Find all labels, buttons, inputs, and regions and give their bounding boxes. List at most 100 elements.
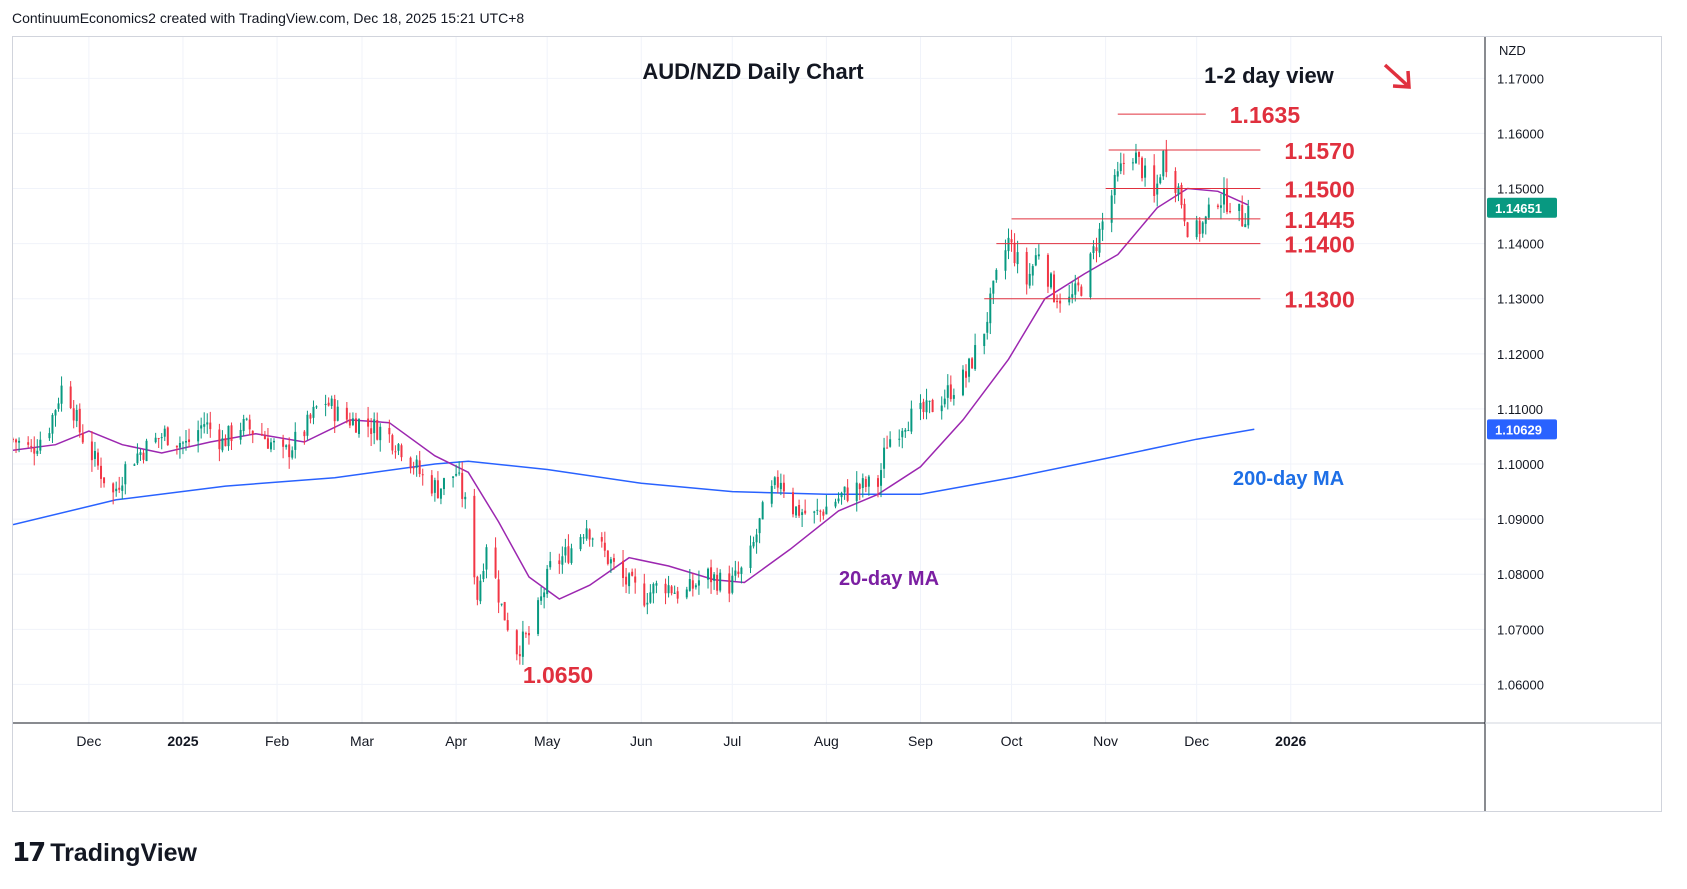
- candle-up: [861, 478, 864, 488]
- candle-down: [230, 425, 233, 442]
- candle-down: [409, 457, 412, 469]
- candle-up: [1222, 188, 1225, 205]
- candle-down: [15, 439, 18, 443]
- candle-up: [197, 430, 200, 442]
- x-tick-label: Mar: [350, 733, 374, 749]
- candle-down: [728, 573, 731, 594]
- candle-up: [843, 486, 846, 493]
- candle-up: [1159, 177, 1162, 184]
- candle-down: [142, 452, 145, 460]
- candle-up: [306, 414, 309, 436]
- candle-down: [567, 546, 570, 563]
- y-tick-label: 1.06000: [1497, 677, 1544, 692]
- candle-up: [974, 345, 977, 370]
- candle-down: [676, 591, 679, 599]
- candle-down: [30, 445, 33, 447]
- candle-down: [497, 579, 500, 603]
- candle-up: [36, 450, 39, 454]
- candle-up: [992, 280, 995, 294]
- candle-up: [115, 488, 118, 492]
- candle-up: [731, 575, 734, 593]
- candle-up: [415, 459, 418, 468]
- candle-down: [166, 427, 169, 446]
- candle-up: [1028, 273, 1031, 286]
- candle-down: [931, 399, 934, 413]
- candle-up: [464, 496, 467, 500]
- candle-up: [1131, 162, 1134, 164]
- y-tick-label: 1.13000: [1497, 292, 1544, 307]
- candle-up: [145, 440, 148, 462]
- candle-up: [952, 395, 955, 399]
- candle-down: [886, 447, 889, 449]
- chart-grid: [13, 37, 1485, 723]
- candle-up: [655, 583, 658, 586]
- candle-up: [1049, 273, 1052, 288]
- candle-down: [643, 583, 646, 606]
- candle-up: [351, 418, 354, 425]
- x-tick-label: Apr: [445, 733, 467, 749]
- level-label: 1.1300: [1284, 287, 1354, 313]
- y-tick-label: 1.15000: [1497, 182, 1544, 197]
- level-label: 1.1400: [1284, 232, 1354, 258]
- candle-down: [631, 571, 634, 576]
- candle-up: [485, 547, 488, 570]
- candle-up: [1116, 171, 1119, 177]
- candle-up: [883, 447, 886, 469]
- candle-down: [494, 547, 497, 578]
- candle-down: [303, 431, 306, 437]
- candle-up: [1177, 186, 1180, 195]
- tradingview-logo[interactable]: 17 TradingView: [12, 838, 197, 868]
- candle-up: [163, 428, 166, 437]
- candle-down: [876, 478, 879, 487]
- candle-up: [537, 600, 540, 634]
- y-tick-label: 1.17000: [1497, 71, 1544, 86]
- tradingview-logo-text: TradingView: [50, 838, 197, 867]
- candle-down: [524, 633, 527, 635]
- candle-down: [792, 492, 795, 515]
- x-tick-label: Oct: [1001, 733, 1023, 749]
- candle-up: [898, 438, 901, 440]
- candle-up: [1219, 205, 1222, 208]
- candle-up: [1016, 252, 1019, 265]
- candle-down: [157, 438, 160, 440]
- x-tick-label: Feb: [265, 733, 289, 749]
- candle-down: [1013, 242, 1016, 264]
- x-tick-label: May: [534, 733, 560, 749]
- candle-down: [737, 571, 740, 575]
- candle-up: [1037, 254, 1040, 257]
- candle-up: [1204, 216, 1207, 224]
- candle-up: [221, 438, 224, 451]
- candle-down: [376, 419, 379, 440]
- candle-down: [354, 418, 357, 433]
- chart-frame[interactable]: 1.1635 1.1570 1.1500 1.1445 1.1400 1.1300 AUD…: [12, 36, 1662, 812]
- candle-up: [1074, 283, 1077, 295]
- ma200-price-badge: [1487, 419, 1557, 440]
- candle-down: [691, 580, 694, 589]
- candle-down: [421, 474, 424, 476]
- candle-up: [184, 440, 187, 443]
- candle-down: [288, 444, 291, 458]
- candle-down: [1025, 251, 1028, 285]
- candle-up: [439, 488, 442, 499]
- candle-down: [388, 427, 391, 435]
- candle-down: [96, 452, 99, 466]
- candle-down: [819, 510, 822, 512]
- candle-down: [1122, 162, 1125, 164]
- candle-down: [822, 511, 825, 516]
- candle-up: [946, 385, 949, 398]
- candle-down: [864, 479, 867, 488]
- candle-up: [1113, 174, 1116, 196]
- candle-up: [961, 369, 964, 396]
- candle-down: [949, 384, 952, 400]
- candle-up: [373, 419, 376, 434]
- candle-down: [209, 422, 212, 430]
- candle-up: [54, 410, 57, 416]
- candle-up: [652, 583, 655, 594]
- candle-down: [515, 630, 518, 655]
- candle-down: [1010, 239, 1013, 243]
- candle-down: [370, 428, 373, 434]
- candle-down: [634, 576, 637, 583]
- candle-down: [112, 483, 115, 493]
- candle-down: [518, 654, 521, 657]
